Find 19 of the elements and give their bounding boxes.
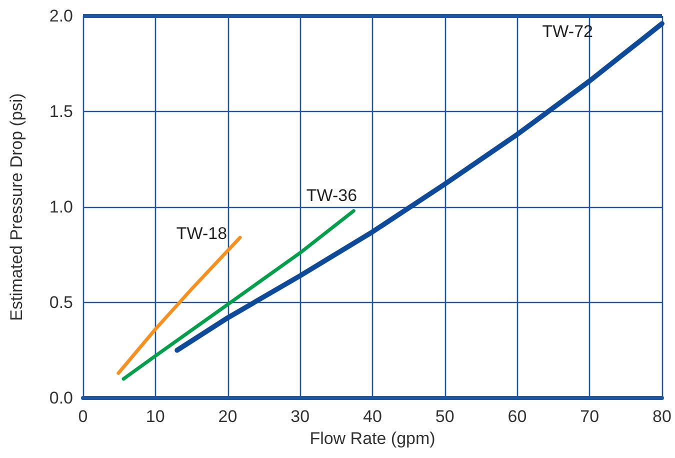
x-tick-label: 40 [363, 407, 382, 426]
x-tick-label: 50 [435, 407, 454, 426]
y-tick-label: 1.5 [49, 102, 73, 121]
x-axis-title: Flow Rate (gpm) [310, 428, 436, 448]
y-tick-label: 0.5 [49, 293, 73, 312]
series-label: TW-36 [306, 186, 358, 205]
y-tick-label: 2.0 [49, 6, 73, 26]
x-tick-label: 20 [218, 407, 238, 426]
x-tick-label: 80 [652, 407, 672, 426]
y-tick-label: 0.0 [49, 388, 73, 408]
line-series [122, 209, 356, 381]
y-axis-title: Estimated Pressure Drop (psi) [7, 93, 26, 321]
x-tick-label: 70 [580, 407, 600, 426]
series-label: TW-18 [176, 224, 228, 244]
x-tick-label: 60 [508, 407, 527, 426]
x-tick-label: 30 [290, 407, 310, 426]
x-tick-label: 0 [78, 407, 88, 426]
y-tick-label: 1.0 [49, 198, 73, 216]
x-tick-label: 10 [146, 407, 165, 426]
